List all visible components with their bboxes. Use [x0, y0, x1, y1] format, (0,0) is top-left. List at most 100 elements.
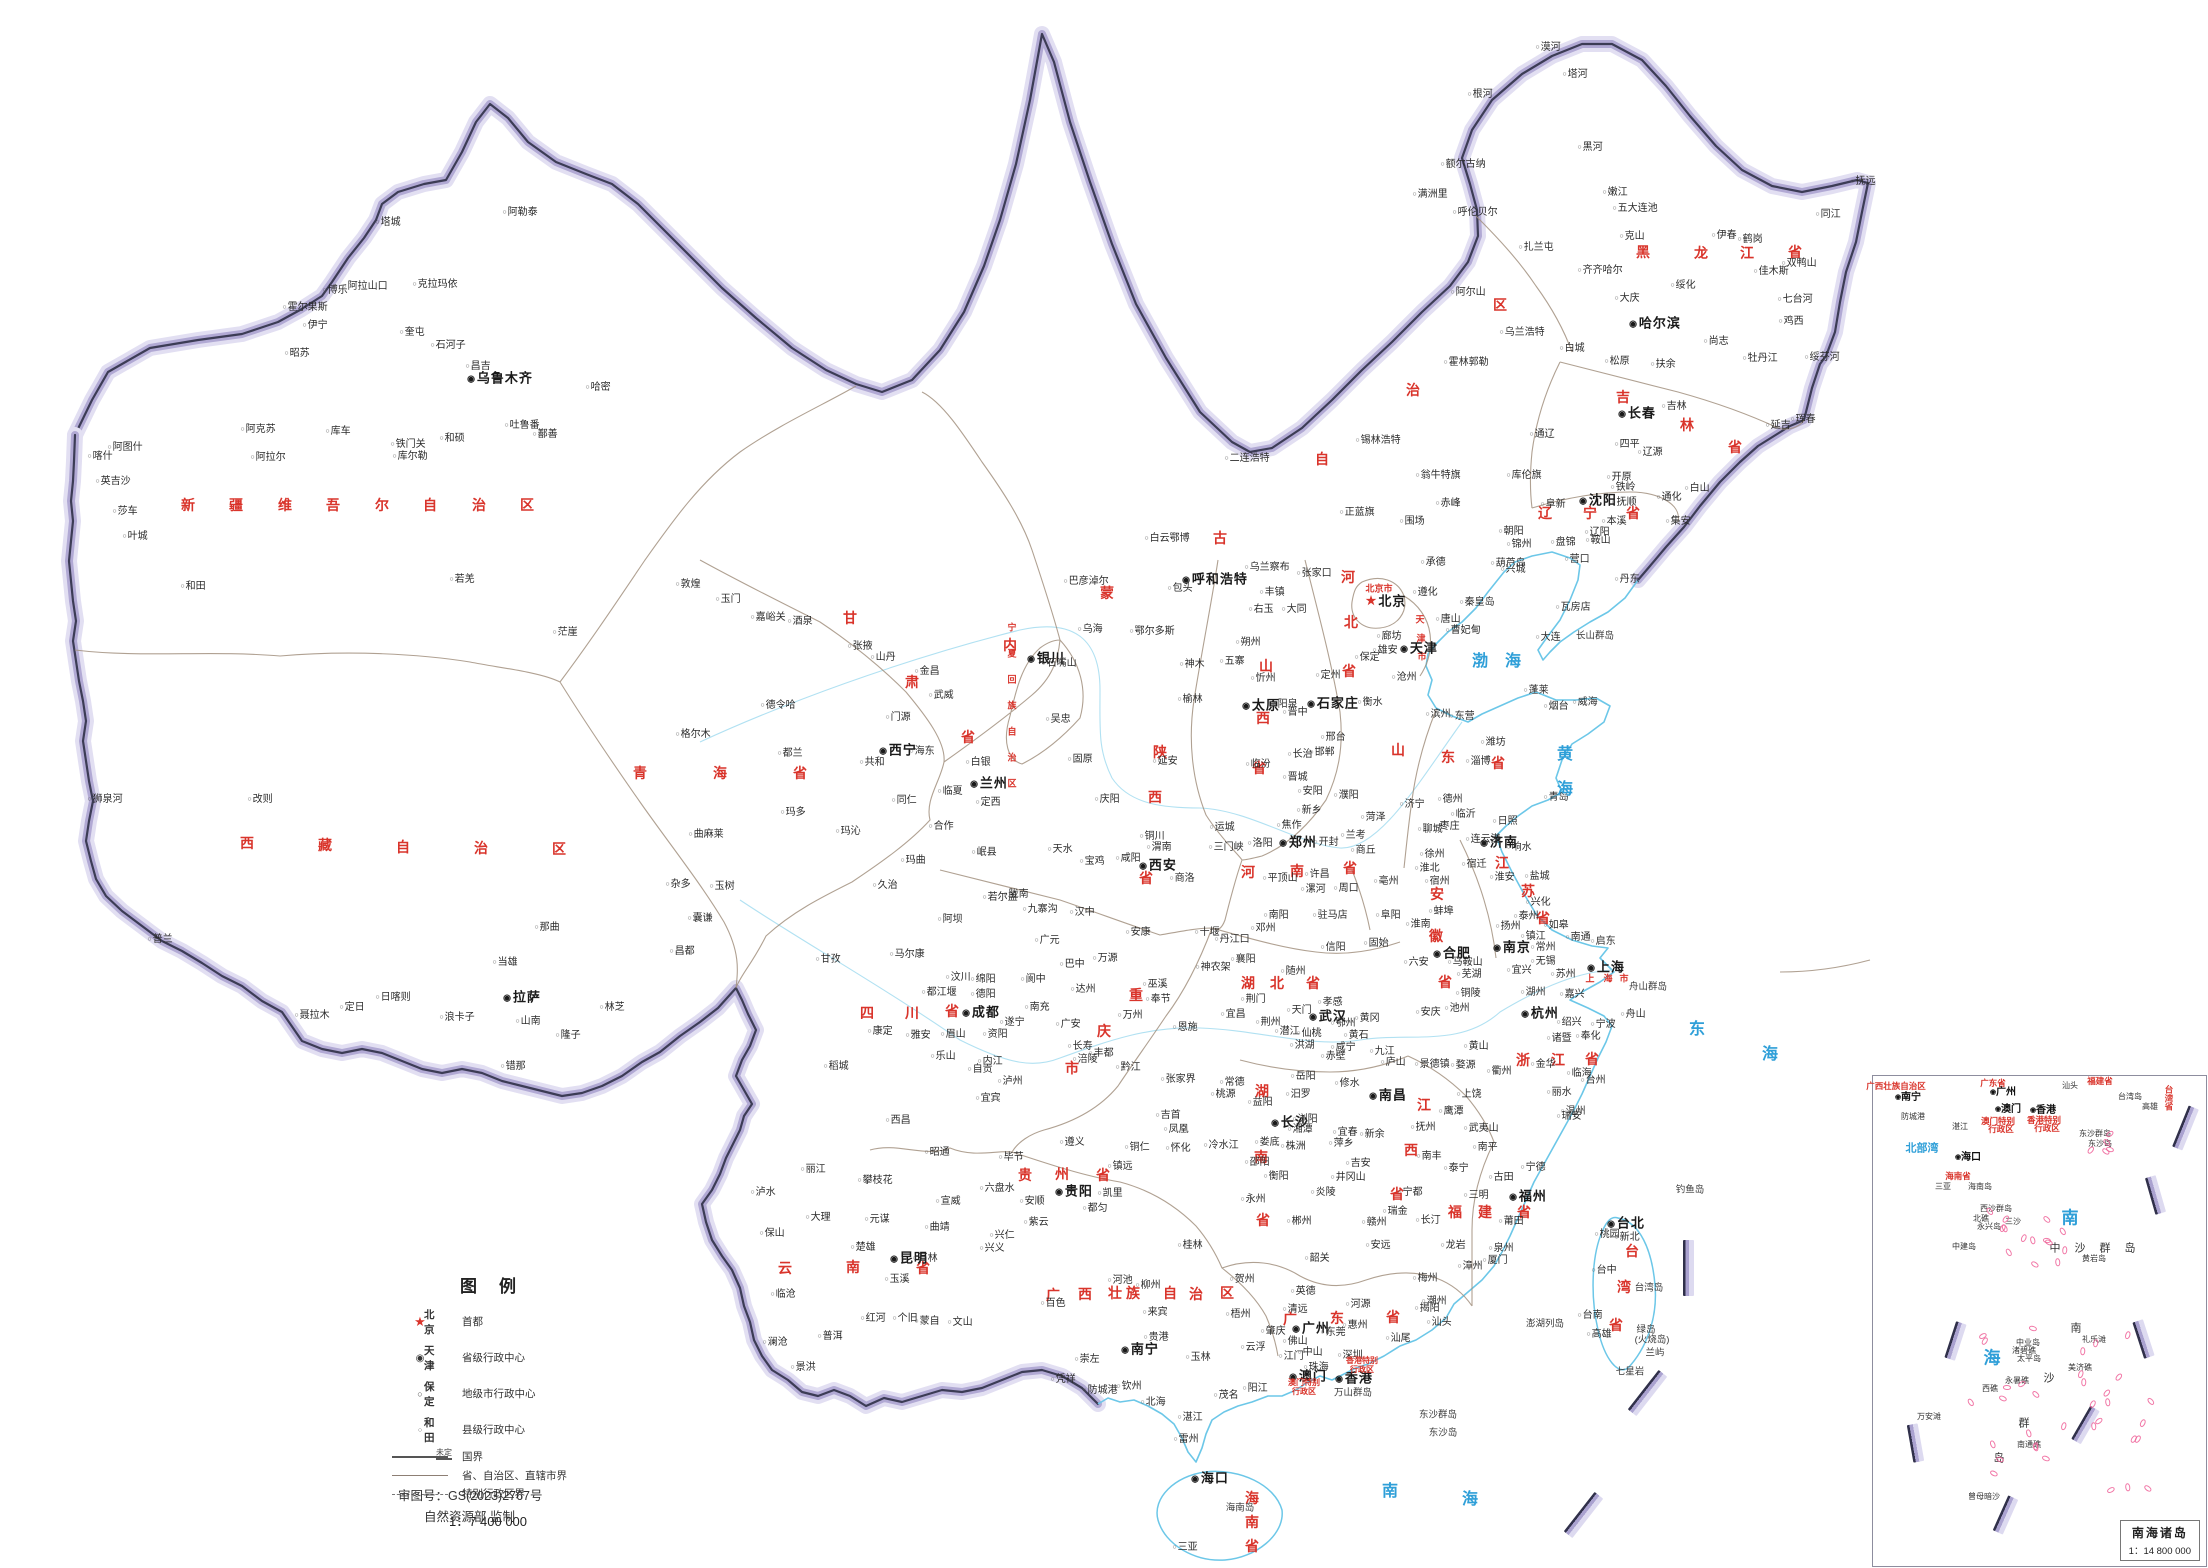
city-marker-icon: ○ — [1255, 1019, 1260, 1026]
inset-sea-label: 南 — [2061, 1208, 2079, 1228]
city-label: ○根河 — [1467, 89, 1493, 100]
inset-city-label: 三沙 — [2005, 1217, 2021, 1226]
island-label: 钓鱼岛 — [1675, 1184, 1705, 1196]
city-marker-icon: ○ — [1303, 1364, 1308, 1371]
capital-marker-icon: ◉ — [1121, 1344, 1130, 1355]
city-marker-icon: ○ — [1244, 1159, 1249, 1166]
capital-marker-icon: ◉ — [1894, 1094, 1902, 1101]
city-marker-icon: ○ — [1369, 1048, 1374, 1055]
capital-marker-icon: ◉ — [1139, 860, 1148, 871]
city-marker-icon: ○ — [1619, 233, 1624, 240]
city-label: ○铜陵 — [1455, 988, 1481, 999]
city-label: ○个旧 — [892, 1313, 918, 1324]
capital-label: ◉澳门 — [1289, 1368, 1327, 1384]
city-marker-icon: ○ — [1445, 627, 1450, 634]
city-label: ○右玉 — [1248, 604, 1274, 615]
city-label: ○百色 — [1040, 1298, 1066, 1309]
province-label-char: 四 — [860, 1005, 874, 1021]
capital-label: ◉福州 — [1509, 1188, 1547, 1204]
city-label: ○鄯善 — [532, 429, 558, 440]
reef-mark-icon — [2002, 1384, 2011, 1390]
inset-city-label: 渚碧礁 — [2012, 1346, 2036, 1355]
city-marker-icon: ○ — [1050, 1376, 1055, 1383]
city-label: ○玉溪 — [884, 1274, 910, 1285]
city-label: ○普兰 — [147, 934, 173, 945]
city-label: ○宝鸡 — [1079, 856, 1105, 867]
city-marker-icon: ○ — [1424, 878, 1429, 885]
city-label: ○包头 — [1167, 583, 1193, 594]
city-label: ○吐鲁番 — [504, 420, 540, 431]
city-label: ○兰考 — [1340, 830, 1366, 841]
city-label: ○毕节 — [998, 1152, 1024, 1163]
city-label: ○河池 — [1107, 1275, 1133, 1286]
city-label: ○宁波 — [1590, 1019, 1616, 1030]
capital-label: ◉西宁 — [879, 742, 917, 758]
city-marker-icon: ○ — [780, 809, 785, 816]
city-label: ○聊城 — [1417, 824, 1443, 835]
city-marker-icon: ○ — [847, 643, 852, 650]
city-marker-icon: ○ — [1428, 908, 1433, 915]
city-marker-icon: ○ — [1313, 839, 1318, 846]
city-label: ○和硕 — [439, 433, 465, 444]
city-label: ○安阳 — [1297, 786, 1323, 797]
island-label: 兰屿 — [1645, 1347, 1665, 1359]
city-label: ○泸州 — [997, 1076, 1023, 1087]
city-marker-icon: ○ — [1449, 713, 1454, 720]
city-marker-icon: ○ — [1185, 1354, 1190, 1361]
city-marker-icon: ○ — [1572, 699, 1577, 706]
city-label: ○玛沁 — [835, 826, 861, 837]
province-label-char: 台 — [1625, 1243, 1639, 1259]
city-label: ○许昌 — [1304, 869, 1330, 880]
city-label: ○山丹 — [870, 652, 896, 663]
inset-capital-label: ◉南宁 — [1894, 1092, 1922, 1103]
city-label: ○运城 — [1209, 822, 1235, 833]
province-label-char: 北 — [1365, 583, 1375, 594]
city-label: ○都兰 — [777, 748, 803, 759]
city-marker-icon: ○ — [1240, 1196, 1245, 1203]
city-marker-icon: ○ — [1492, 818, 1497, 825]
province-label-char: 安 — [1430, 886, 1444, 902]
city-label: ○库车 — [325, 426, 351, 437]
city-marker-icon: ○ — [1309, 749, 1314, 756]
province-label-char: 回 — [1007, 674, 1017, 685]
province-label-char: 南 — [1254, 1149, 1268, 1165]
city-marker-icon: ○ — [1088, 1050, 1093, 1057]
city-label: ○丹东 — [1614, 574, 1640, 585]
city-marker-icon: ○ — [1443, 1165, 1448, 1172]
city-marker-icon: ○ — [1047, 846, 1052, 853]
capital-marker-icon: ◉ — [1027, 653, 1036, 664]
city-label: ○牡丹江 — [1742, 353, 1778, 364]
capital-marker-icon: ◉ — [1954, 1154, 1962, 1161]
city-label: ○莆田 — [1498, 1216, 1524, 1227]
reef-mark-icon — [2080, 1346, 2086, 1355]
city-marker-icon: ○ — [1143, 1334, 1148, 1341]
province-label-char: 治 — [1406, 382, 1420, 398]
city-label: ○沧州 — [1391, 672, 1417, 683]
capital-marker-icon: ◉ — [1521, 1008, 1530, 1019]
city-marker-icon: ○ — [1585, 537, 1590, 544]
city-label: ○神木 — [1179, 659, 1205, 670]
capital-label: ◉广州 — [1292, 1320, 1330, 1336]
city-label: ○贺州 — [1229, 1274, 1255, 1285]
city-label: ○韶关 — [1304, 1253, 1330, 1264]
city-label: ○阿克苏 — [240, 424, 276, 435]
city-marker-icon: ○ — [1577, 267, 1582, 274]
city-label: ○奉节 — [1145, 994, 1171, 1005]
city-label: ○河源 — [1345, 1299, 1371, 1310]
city-label: ○吉安 — [1345, 1158, 1371, 1169]
inset-archipelago-char: 岛 — [1993, 1452, 2005, 1465]
city-marker-icon: ○ — [1254, 1139, 1259, 1146]
city-label: ○十堰 — [1194, 927, 1220, 938]
city-marker-icon: ○ — [1195, 964, 1200, 971]
city-label: ○日喀则 — [375, 992, 411, 1003]
city-label: ○曲靖 — [924, 1222, 950, 1233]
city-marker-icon: ○ — [1194, 929, 1199, 936]
city-label: ○玉门 — [715, 594, 741, 605]
city-label: ○神农架 — [1195, 962, 1231, 973]
city-label: ○安远 — [1365, 1240, 1391, 1251]
city-marker-icon: ○ — [947, 1319, 952, 1326]
city-label: ○当雄 — [492, 957, 518, 968]
city-marker-icon: ○ — [399, 329, 404, 336]
city-marker-icon: ○ — [1115, 1064, 1120, 1071]
inset-scale: 1：14 800 000 — [2128, 1546, 2191, 1557]
